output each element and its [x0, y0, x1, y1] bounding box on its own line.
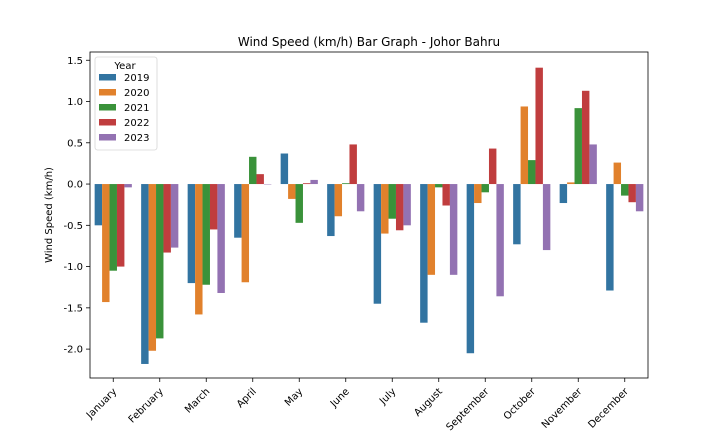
y-axis: 1.5 1.0 0.5 0.0 -0.5 -1.0 -1.5 -2.0	[63, 56, 90, 356]
bar-2022-january	[116, 184, 125, 267]
bar-2020-july	[381, 184, 389, 234]
bar-2021-november	[574, 108, 582, 185]
chart-title: Wind Speed (km/h) Bar Graph - Johor Bahr…	[238, 35, 500, 49]
bar-2020-may	[288, 184, 296, 199]
bar-2019-october	[513, 184, 521, 245]
legend-label-2021: 2021	[124, 103, 149, 114]
bar-2021-july	[388, 184, 396, 219]
y-tick-label: 1.5	[67, 56, 83, 67]
bar-2023-november	[589, 144, 597, 185]
bar-2023-august	[449, 184, 458, 275]
bar-2021-may	[295, 184, 303, 223]
bar-2019-july	[373, 184, 382, 304]
bar-2020-february	[148, 184, 157, 351]
bar-2021-june	[342, 183, 350, 185]
bar-2020-january	[102, 184, 110, 303]
bar-2019-august	[420, 184, 428, 323]
x-tick-label: October	[502, 386, 539, 423]
bar-2023-february	[170, 184, 179, 248]
bar-2020-december	[613, 162, 622, 185]
bar-2021-january	[109, 184, 117, 271]
x-tick-label: August	[412, 386, 445, 419]
bar-2019-december	[606, 184, 614, 291]
legend-swatch-2020	[99, 89, 116, 96]
y-tick-label: -1.0	[63, 262, 83, 273]
bar-2020-october	[520, 106, 529, 185]
bar-2020-september	[474, 184, 482, 204]
bar-2022-april	[256, 174, 264, 185]
bar-2021-march	[202, 184, 210, 285]
bar-2020-april	[241, 184, 250, 283]
bar-2023-september	[496, 184, 504, 297]
bar-2019-june	[327, 184, 335, 237]
bar-2022-september	[488, 148, 497, 185]
y-tick-label: 0.0	[67, 180, 83, 191]
bar-2023-january	[124, 184, 132, 188]
bar-2021-december	[621, 184, 629, 196]
bar-2022-october	[535, 67, 543, 185]
bar-2023-june	[356, 184, 365, 212]
bar-2022-july	[395, 184, 404, 231]
bar-2023-may	[310, 179, 318, 185]
bar-2021-august	[435, 184, 443, 188]
y-tick-label: -0.5	[63, 221, 83, 232]
legend-swatch-2023	[99, 134, 116, 141]
x-tick-label: May	[283, 386, 305, 408]
y-axis-title: Wind Speed (km/h)	[44, 167, 55, 263]
bar-2022-may	[302, 183, 311, 185]
legend-label-2019: 2019	[124, 73, 149, 84]
bar-2022-december	[628, 184, 636, 203]
bar-2019-february	[141, 184, 149, 364]
y-tick-label: -2.0	[63, 345, 83, 356]
bar-2019-april	[234, 184, 242, 238]
bar-2020-march	[195, 184, 203, 315]
bar-2021-september	[481, 184, 489, 193]
bar-2021-february	[156, 184, 164, 339]
bar-2023-july	[403, 184, 411, 226]
bar-2022-june	[349, 144, 357, 185]
y-tick-label: 0.5	[67, 138, 83, 149]
bar-2023-december	[635, 184, 644, 212]
bar-2021-april	[249, 156, 257, 185]
bar-2022-august	[442, 184, 450, 206]
legend-label-2020: 2020	[124, 88, 149, 99]
bar-2022-march	[209, 184, 218, 230]
x-tick-label: December	[586, 386, 631, 431]
bar-2020-june	[334, 184, 343, 217]
legend-swatch-2021	[99, 104, 116, 111]
bar-2020-november	[567, 182, 575, 185]
legend-label-2023: 2023	[124, 133, 149, 144]
bar-2022-november	[581, 90, 590, 185]
bar-2023-october	[542, 184, 551, 251]
x-tick-label: March	[183, 386, 212, 415]
bar-2019-september	[466, 184, 475, 354]
y-tick-label: 1.0	[67, 97, 83, 108]
bar-2020-august	[427, 184, 436, 275]
legend-swatch-2022	[99, 119, 116, 126]
x-tick-label: November	[540, 386, 585, 431]
legend-swatch-2019	[99, 74, 116, 81]
x-tick-label: June	[328, 386, 352, 410]
x-tick-label: January	[84, 386, 119, 421]
plot-frame	[89, 51, 649, 379]
x-axis: January February March April May June July Augu…	[84, 378, 631, 432]
legend-title: Year	[113, 61, 136, 72]
bar-2023-march	[217, 184, 225, 293]
y-tick-label: -1.5	[63, 303, 83, 314]
bar-2019-january	[94, 184, 103, 226]
x-tick-label: April	[235, 386, 259, 410]
bar-2019-may	[280, 153, 289, 185]
bar-2019-november	[559, 184, 568, 204]
x-tick-label: September	[445, 386, 492, 432]
x-tick-label: February	[127, 386, 166, 425]
bar-2022-february	[163, 184, 171, 253]
bar-2021-october	[528, 160, 536, 185]
bars-group	[94, 67, 644, 364]
legend-label-2022: 2022	[124, 118, 149, 129]
x-tick-label: July	[377, 386, 398, 407]
bar-2019-march	[187, 184, 196, 284]
